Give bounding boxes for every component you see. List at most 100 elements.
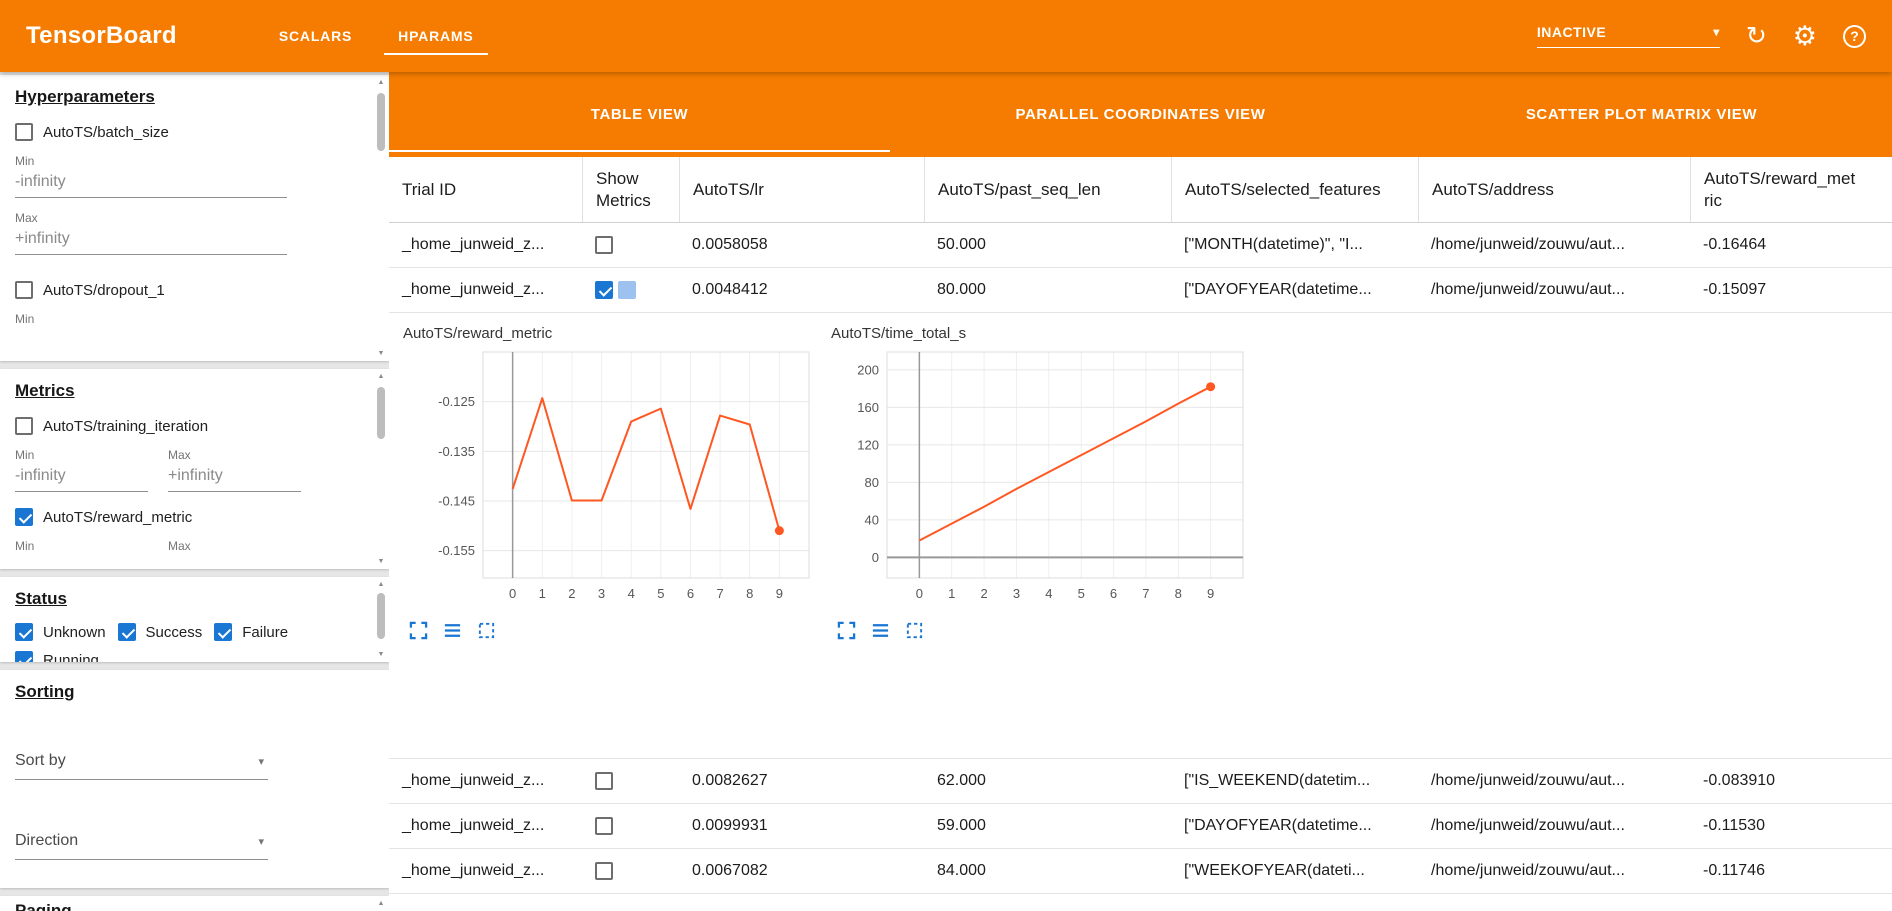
data-table-icon[interactable] [443,621,462,640]
fullscreen-icon[interactable] [409,621,428,640]
training-iteration-min-input[interactable] [15,462,148,492]
hparam-item-batch-size[interactable]: AutoTS/batch_size [15,123,359,141]
cell-show-metrics [582,223,679,267]
header-controls: INACTIVE ▾ ↻ ⚙ ? [1536,20,1866,51]
tab-parallel-coordinates-view[interactable]: PARALLEL COORDINATES VIEW [1015,106,1266,123]
svg-text:1: 1 [539,586,546,601]
cell-trial-id: _home_junweid_z... [402,817,545,834]
metric-item-training-iteration[interactable]: AutoTS/training_iteration [15,417,359,435]
hyperparameters-heading: Hyperparameters [15,87,155,106]
scrollbar[interactable]: ▲ ▼ [374,371,388,567]
svg-text:4: 4 [628,586,635,601]
metric-label: AutoTS/training_iteration [43,417,209,435]
app-title: TensorBoard [26,22,177,49]
scroll-up-icon[interactable]: ▲ [377,900,385,907]
svg-text:2: 2 [980,586,987,601]
metric-item-reward-metric[interactable]: AutoTS/reward_metric [15,508,359,526]
scroll-up-icon[interactable]: ▲ [377,373,385,380]
scrollbar-thumb[interactable] [377,93,385,151]
show-metrics-checkbox[interactable] [595,772,613,790]
scrollbar-thumb[interactable] [377,593,385,639]
svg-text:-0.125: -0.125 [438,394,475,409]
tab-table-view[interactable]: TABLE VIEW [389,72,890,157]
show-metrics-checkbox[interactable] [595,817,613,835]
fullscreen-icon[interactable] [837,621,856,640]
cell-lr: 0.0082627 [692,772,768,789]
batch-size-min-input[interactable] [15,168,287,198]
max-label: Max [168,539,191,553]
show-metrics-checkbox[interactable] [595,281,613,299]
line-chart-canvas[interactable]: 0 40 80 120 160 200 0 1 2 3 4 5 6 7 8 9 [831,346,1249,608]
tab-scatter-plot-matrix-view[interactable]: SCATTER PLOT MATRIX VIEW [1525,106,1758,123]
cell-reward-metric: -0.15097 [1703,281,1767,298]
scroll-down-icon[interactable]: ▼ [377,651,385,658]
status-option-success[interactable]: Success [117,623,202,641]
min-label: Min [15,312,35,326]
tab-scalars[interactable]: SCALARS [278,27,353,44]
svg-text:7: 7 [1142,586,1149,601]
direction-value: Direction [15,832,79,849]
sorting-panel: Sorting Sort by ▾ Direction ▾ [0,670,389,888]
cell-show-metrics [582,759,679,803]
batch-size-max-input[interactable] [15,225,287,255]
cell-selected-features: ["MONTH(datetime)", "I... [1184,236,1363,253]
scrollbar[interactable]: ▲ [374,898,388,909]
scroll-up-icon[interactable]: ▲ [377,581,385,588]
status-option-failure[interactable]: Failure [214,623,288,641]
svg-text:2: 2 [568,586,575,601]
svg-text:-0.135: -0.135 [438,444,475,459]
sort-by-value: Sort by [15,752,66,769]
chevron-down-icon: ▾ [258,835,264,848]
time-total-chart: AutoTS/time_total_s 0 40 80 120 160 200 0 1 2 3 4 5… [831,325,1249,640]
time-total-line-chart[interactable]: 0 40 80 120 160 200 0 1 2 3 4 5 6 7 8 9 [831,346,1249,608]
cell-reward-metric: -0.16464 [1703,236,1767,253]
svg-text:9: 9 [776,586,783,601]
status-options-row: Unknown Success Failure [15,609,359,641]
help-icon[interactable]: ? [1843,24,1866,48]
table-row: _home_junweid_z... 0.0082627 62.000 ["IS_WE… [389,759,1892,804]
show-metrics-checkbox[interactable] [595,236,613,254]
svg-text:3: 3 [598,586,605,601]
sidebar: Hyperparameters AutoTS/batch_size Min Ma… [0,72,389,911]
tab-hparams[interactable]: HPARAMS [384,18,488,55]
reward-metric-line-chart[interactable]: -0.125 -0.135 -0.145 -0.155 0 1 2 3 4 5 6 7 8 9 [403,346,815,608]
view-tabs: TABLE VIEW PARALLEL COORDINATES VIEW SCA… [389,72,1892,157]
status-label: Unknown [43,623,106,641]
svg-text:8: 8 [746,586,753,601]
min-label: Min [15,448,35,462]
scroll-down-icon[interactable]: ▼ [377,558,385,565]
drag-zoom-icon[interactable] [477,621,496,640]
data-table-icon[interactable] [871,621,890,640]
checkbox-focus-ripple [618,281,636,299]
svg-text:1: 1 [948,586,955,601]
checkbox-icon [15,281,33,299]
hparam-label: AutoTS/dropout_1 [43,281,165,299]
line-chart-canvas[interactable]: -0.125 -0.135 -0.145 -0.155 0 1 2 3 4 5 6 7 8 9 [403,346,815,608]
table-header-row: Trial ID Show Metrics AutoTS/lr AutoTS/past… [389,157,1892,223]
show-metrics-checkbox[interactable] [595,862,613,880]
status-option-unknown[interactable]: Unknown [15,623,106,641]
run-status-selector[interactable]: INACTIVE ▾ [1536,24,1720,48]
status-option-running[interactable]: Running [15,651,359,662]
min-label: Min [15,154,35,168]
cell-reward-metric: -0.083910 [1703,772,1776,789]
training-iteration-max-input[interactable] [168,462,301,492]
sort-by-select[interactable]: Sort by ▾ [15,746,268,780]
drag-zoom-icon[interactable] [905,621,924,640]
scroll-down-icon[interactable]: ▼ [377,350,385,357]
refresh-icon[interactable]: ↻ [1745,21,1767,50]
svg-text:160: 160 [857,400,879,415]
scrollbar[interactable]: ▲ ▼ [374,579,388,660]
scroll-up-icon[interactable]: ▲ [377,79,385,86]
reward-metric-chart: AutoTS/reward_metric -0.125 -0.135 -0.145-… [403,325,815,640]
direction-select[interactable]: Direction ▾ [15,826,268,860]
settings-gear-icon[interactable]: ⚙ [1792,20,1817,51]
scrollbar-thumb[interactable] [377,387,385,439]
svg-text:0: 0 [509,586,516,601]
hparam-label: AutoTS/batch_size [43,123,169,141]
hparam-item-dropout-1[interactable]: AutoTS/dropout_1 [15,281,359,299]
chart-toolbar [837,621,1249,640]
scrollbar[interactable]: ▲ ▼ [374,77,388,359]
svg-text:0: 0 [916,586,923,601]
cell-show-metrics [582,804,679,848]
